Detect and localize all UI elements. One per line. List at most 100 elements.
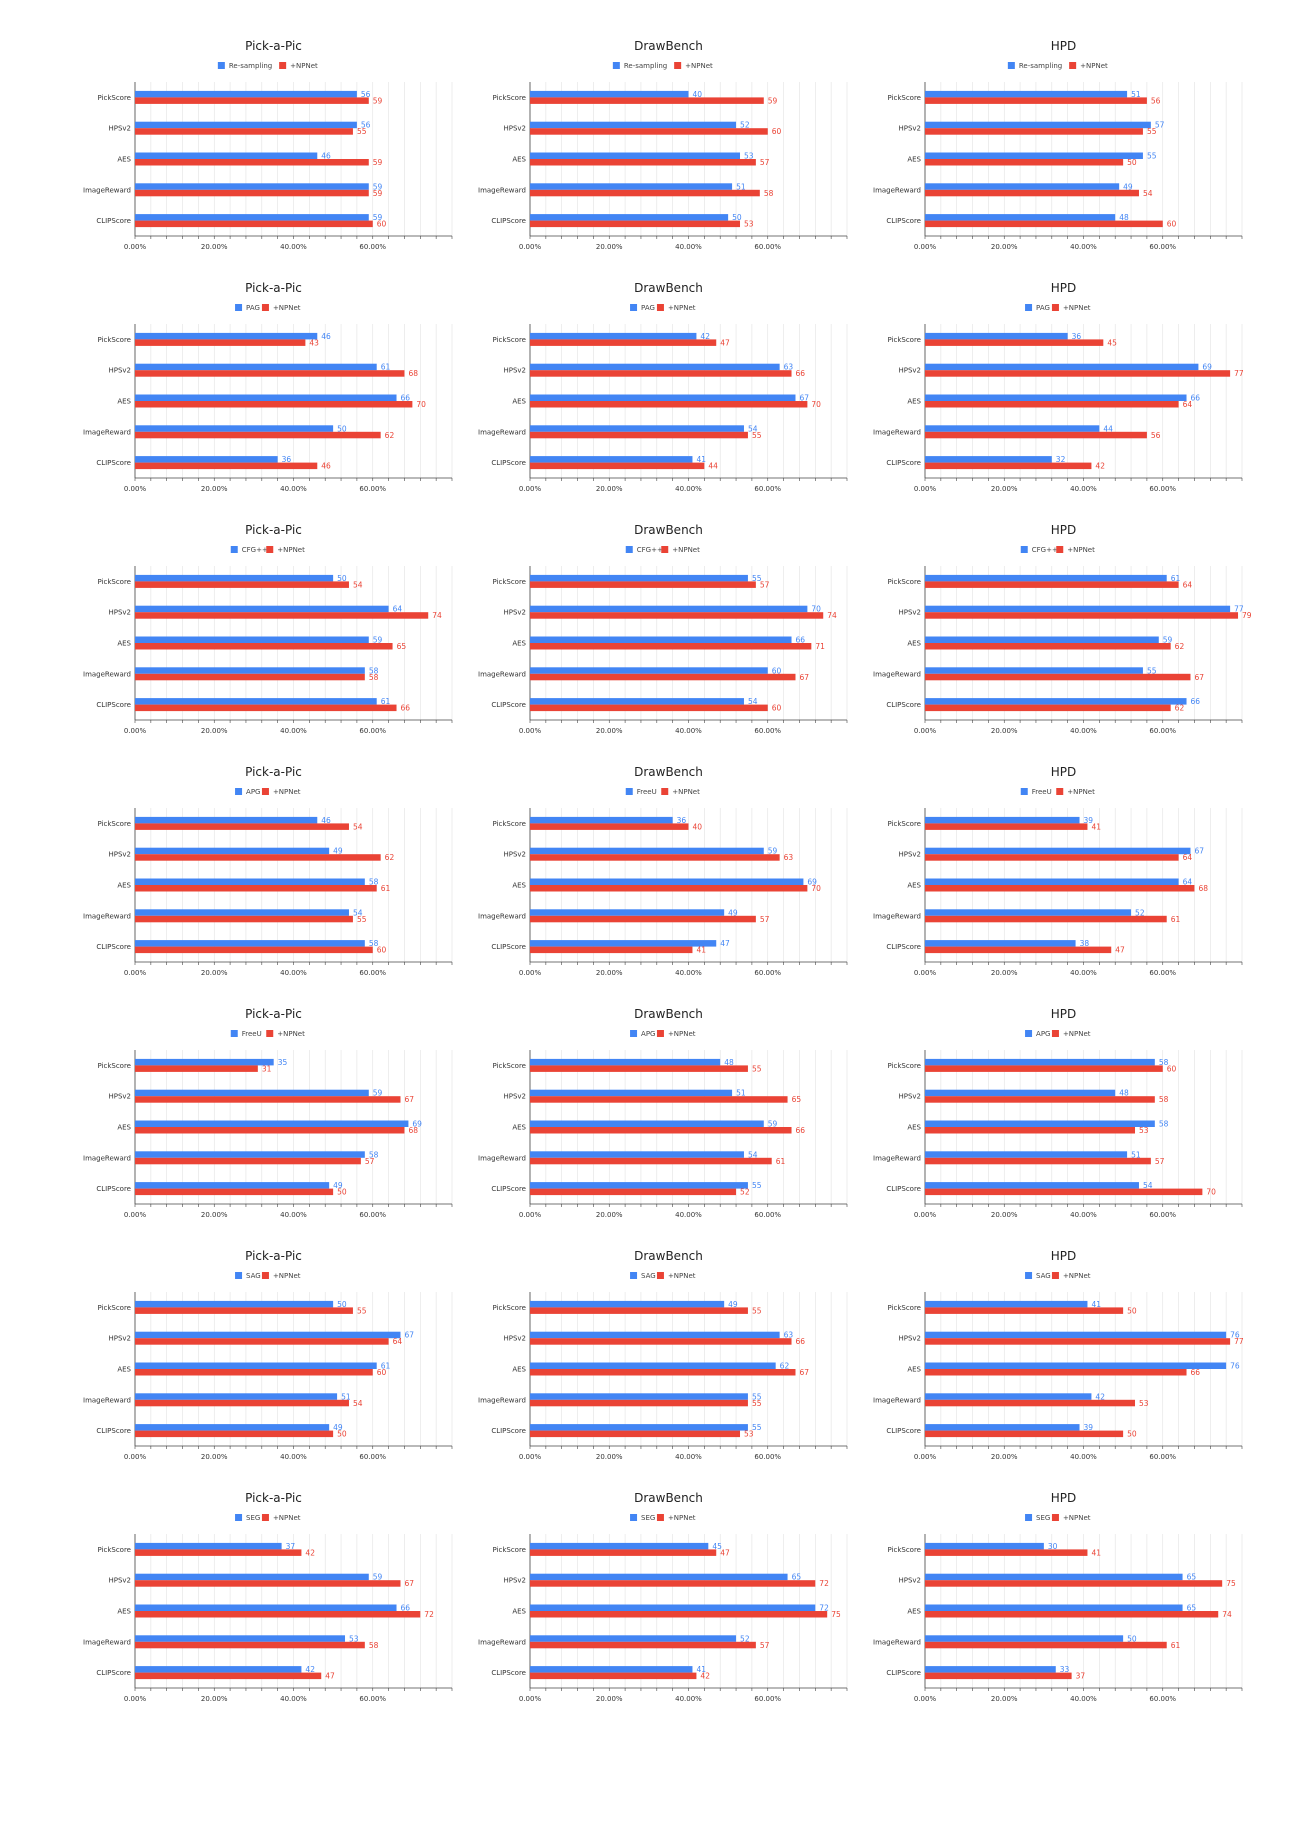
category-label: HPSv2	[108, 1335, 131, 1343]
bar-baseline	[530, 1543, 708, 1550]
value-label-npnet: 72	[424, 1610, 434, 1619]
bar-baseline	[925, 1666, 1056, 1673]
chart-title: HPD	[1051, 1491, 1077, 1505]
category-label: AES	[117, 398, 131, 406]
legend-label-npnet: +NPNet	[668, 304, 696, 312]
value-label-npnet: 42	[305, 1548, 315, 1557]
bar-npnet	[135, 1549, 301, 1556]
category-label: AES	[907, 398, 921, 406]
bar-npnet	[530, 128, 768, 135]
category-label: HPSv2	[898, 851, 921, 859]
x-tick-label: 60.00%	[1149, 1453, 1176, 1461]
x-tick-label: 40.00%	[675, 1695, 702, 1703]
bar-baseline	[530, 1393, 748, 1400]
category-label: ImageReward	[873, 1638, 921, 1646]
x-tick-label: 20.00%	[991, 1453, 1018, 1461]
legend-swatch-npnet	[657, 304, 664, 311]
legend-swatch-npnet	[661, 788, 668, 795]
bar-npnet	[135, 612, 428, 619]
category-label: HPSv2	[503, 367, 526, 375]
legend-label-npnet: +NPNet	[1063, 1030, 1091, 1038]
x-tick-label: 40.00%	[280, 969, 307, 977]
value-label-npnet: 70	[416, 400, 426, 409]
value-label-npnet: 56	[1151, 96, 1161, 105]
value-label-npnet: 60	[377, 946, 387, 955]
value-label-npnet: 58	[369, 673, 379, 682]
bar-baseline	[530, 606, 807, 613]
bar-chart: HPDFreeU +NPNet0.00% 20.00% 40.00% 60.00%Pic…	[870, 756, 1265, 996]
x-tick-label: 20.00%	[201, 1211, 228, 1219]
value-label-npnet: 75	[831, 1610, 841, 1619]
x-tick-label: 40.00%	[1070, 485, 1097, 493]
legend-label-npnet: +NPNet	[273, 1272, 301, 1280]
value-label-npnet: 66	[796, 1126, 806, 1135]
legend-label-baseline: SEG	[641, 1514, 655, 1522]
bar-npnet	[925, 1611, 1218, 1618]
bar-npnet	[530, 643, 811, 650]
bar-baseline	[135, 606, 389, 613]
bar-chart: DrawBenchSAG +NPNet0.00% 20.00% 40.00% 60.00…	[475, 1240, 870, 1480]
value-label-npnet: 54	[353, 822, 363, 831]
bar-baseline	[925, 1301, 1087, 1308]
x-tick-label: 0.00%	[914, 1453, 937, 1461]
category-label: PickScore	[887, 336, 921, 344]
bar-npnet	[925, 643, 1171, 650]
category-label: CLIPScore	[491, 217, 526, 225]
chart-title: DrawBench	[634, 765, 703, 779]
bar-baseline	[135, 122, 357, 129]
value-label-npnet: 54	[353, 580, 363, 589]
category-label: AES	[907, 1366, 921, 1374]
category-label: AES	[117, 640, 131, 648]
bar-npnet	[925, 916, 1167, 923]
value-label-npnet: 60	[772, 704, 782, 713]
category-label: ImageReward	[873, 912, 921, 920]
legend-label-baseline: PAG	[641, 304, 655, 312]
category-label: PickScore	[492, 820, 526, 828]
category-label: CLIPScore	[491, 1185, 526, 1193]
legend-swatch-baseline	[630, 1272, 637, 1279]
category-label: AES	[907, 156, 921, 164]
legend-label-npnet: +NPNet	[273, 788, 301, 796]
bar-chart: HPDCFG++ +NPNet0.00% 20.00% 40.00% 60.00%Pic…	[870, 514, 1265, 754]
bar-npnet	[925, 1189, 1202, 1196]
bar-npnet	[925, 1580, 1222, 1587]
x-tick-label: 20.00%	[596, 1695, 623, 1703]
bar-baseline	[135, 1605, 397, 1612]
bar-baseline	[530, 1332, 780, 1339]
legend-label-baseline: FreeU	[637, 788, 657, 796]
x-tick-label: 40.00%	[280, 243, 307, 251]
legend-swatch-baseline	[231, 1030, 238, 1037]
x-tick-label: 0.00%	[519, 1211, 542, 1219]
bar-npnet	[530, 885, 807, 892]
x-tick-label: 0.00%	[519, 1453, 542, 1461]
value-label-npnet: 66	[796, 1337, 806, 1346]
bar-npnet	[530, 97, 764, 104]
bar-baseline	[135, 183, 369, 190]
x-tick-label: 40.00%	[675, 485, 702, 493]
value-label-npnet: 71	[815, 642, 825, 651]
category-label: AES	[907, 1608, 921, 1616]
x-tick-label: 0.00%	[914, 1211, 937, 1219]
category-label: HPSv2	[503, 125, 526, 133]
bar-npnet	[530, 1369, 795, 1376]
bar-baseline	[925, 1059, 1155, 1066]
x-tick-label: 20.00%	[201, 485, 228, 493]
x-tick-label: 40.00%	[280, 485, 307, 493]
bar-baseline	[530, 333, 696, 340]
legend-swatch-npnet	[266, 546, 273, 553]
bar-npnet	[530, 823, 689, 830]
category-label: PickScore	[492, 1546, 526, 1554]
value-label-npnet: 60	[1167, 1064, 1177, 1073]
x-tick-label: 40.00%	[675, 243, 702, 251]
bar-npnet	[530, 1549, 716, 1556]
bar-npnet	[925, 432, 1147, 439]
bar-chart: DrawBenchSEG +NPNet0.00% 20.00% 40.00% 60.00…	[475, 1482, 870, 1722]
value-label-npnet: 53	[744, 220, 754, 229]
legend-swatch-baseline	[231, 546, 238, 553]
value-label-npnet: 60	[1167, 220, 1177, 229]
value-label-npnet: 59	[768, 96, 778, 105]
legend-swatch-npnet	[279, 62, 286, 69]
category-label: AES	[512, 882, 526, 890]
legend-swatch-baseline	[235, 1514, 242, 1521]
bar-baseline	[925, 122, 1151, 129]
